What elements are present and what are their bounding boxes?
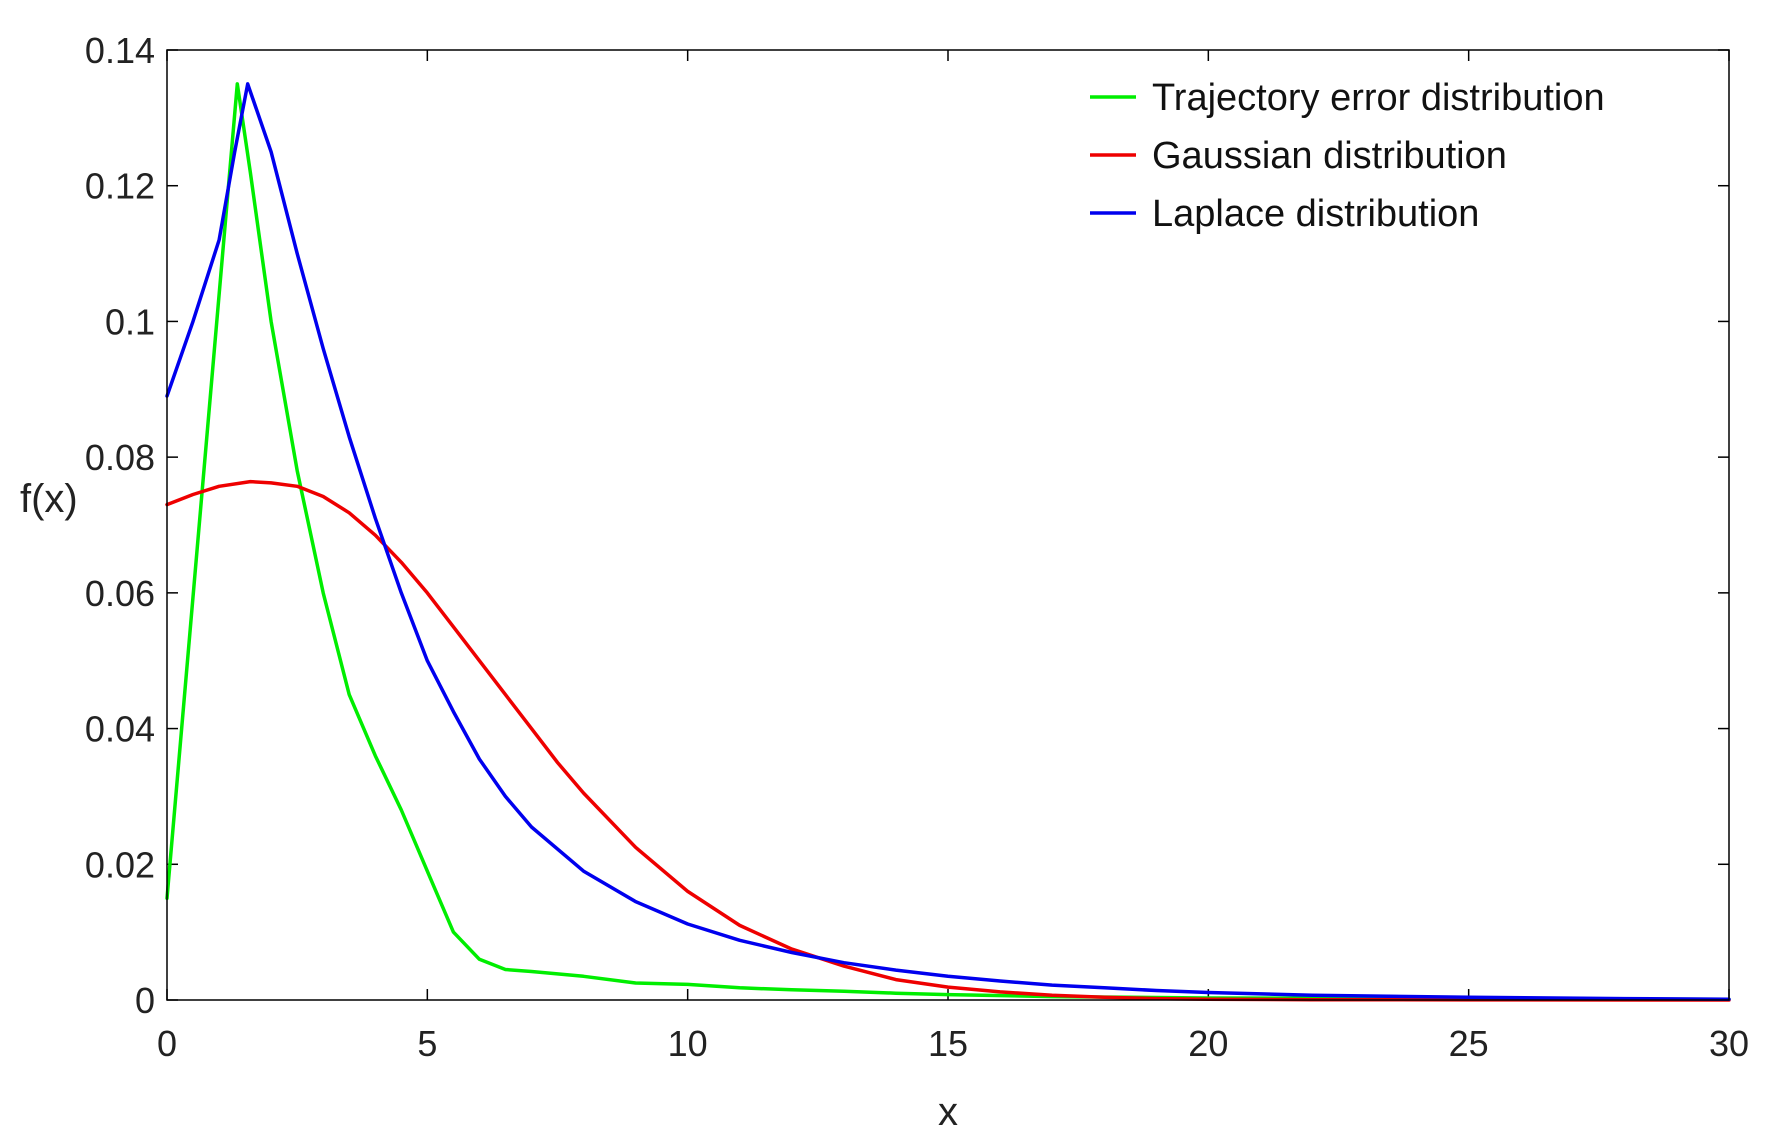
x-tick-labels: 0 5 10 15 20 25 30 [157, 1023, 1749, 1064]
y-tick-label: 0.12 [85, 166, 155, 207]
y-axis-label: f(x) [20, 477, 78, 521]
x-tick-label: 20 [1188, 1023, 1228, 1064]
plot-frame [166, 49, 1730, 1001]
legend-label-1: Trajectory error distribution [1152, 77, 1605, 119]
x-tick-label: 15 [928, 1023, 968, 1064]
axis-ticks [166, 49, 1730, 1001]
legend-label-3: Laplace distribution [1152, 193, 1479, 235]
x-tick-label: 30 [1709, 1023, 1749, 1064]
y-tick-labels: 0 0.02 0.04 0.06 0.08 0.1 0.12 0.14 [85, 30, 155, 1021]
x-tick-label: 0 [157, 1023, 177, 1064]
y-tick-label: 0.06 [85, 573, 155, 614]
y-tick-label: 0.1 [105, 301, 155, 342]
series-line-3 [165, 82, 1731, 1002]
y-tick-label: 0.14 [85, 30, 155, 71]
y-tick-label: 0 [135, 980, 155, 1021]
series-line-2 [165, 479, 1731, 1002]
y-tick-label: 0.02 [85, 844, 155, 885]
y-tick-label: 0.08 [85, 437, 155, 478]
series-line-1 [165, 82, 1731, 1002]
x-tick-label: 10 [668, 1023, 708, 1064]
series-lines [165, 82, 1731, 1002]
x-axis-label: x [938, 1090, 958, 1134]
x-tick-label: 5 [417, 1023, 437, 1064]
y-tick-label: 0.04 [85, 709, 155, 750]
x-tick-label: 25 [1449, 1023, 1489, 1064]
legend-label-2: Gaussian distribution [1152, 135, 1507, 177]
legend: Trajectory error distribution Gaussian di… [1090, 77, 1605, 235]
